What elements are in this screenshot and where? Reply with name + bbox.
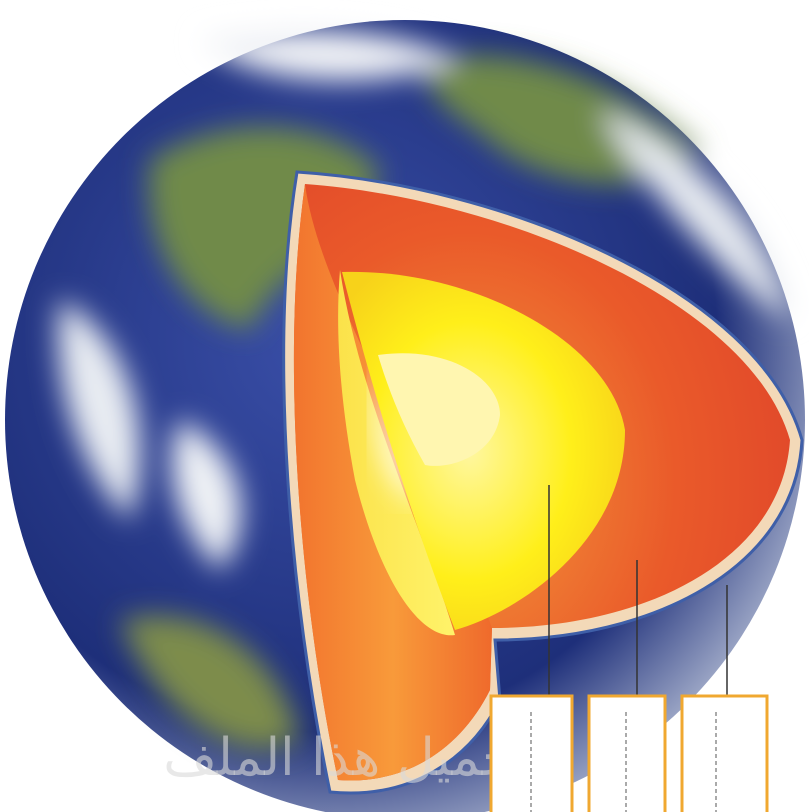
watermark: تحميل هذا الملف bbox=[163, 728, 530, 788]
label-box[interactable] bbox=[680, 694, 769, 812]
inner-core bbox=[378, 353, 500, 466]
wedge-outer-core bbox=[338, 270, 455, 636]
wedge-inner-core bbox=[372, 360, 425, 500]
label-box[interactable] bbox=[587, 694, 667, 812]
